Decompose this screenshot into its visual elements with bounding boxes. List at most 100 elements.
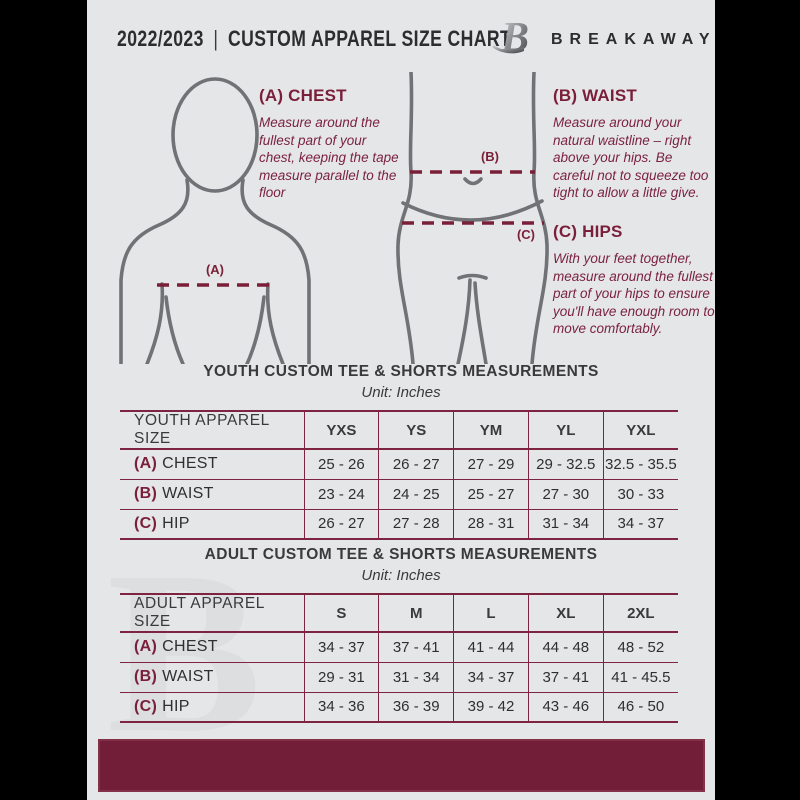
- value-cell: 26 - 27: [378, 449, 454, 479]
- table-row-youth-chest: (A) CHEST 25 - 26 26 - 27 27 - 29 29 - 32…: [120, 449, 678, 479]
- value-cell: 43 - 46: [527, 692, 604, 722]
- row-label: (C) HIP: [120, 509, 304, 539]
- value-cell: 31 - 34: [378, 662, 454, 692]
- value-cell: 41 - 45.5: [602, 662, 678, 692]
- row-label-text: CHEST: [162, 638, 218, 656]
- breakaway-logo-icon: B: [492, 15, 529, 60]
- logo-swoosh: [492, 45, 524, 54]
- value-cell: 25 - 27: [453, 479, 529, 509]
- size-chart-document: 2022/2023 | CUSTOM APPAREL SIZE CHART B BR…: [87, 0, 715, 800]
- table-row-adult-waist: (B) WAIST 29 - 31 31 - 34 34 - 37 37 - 41…: [120, 662, 678, 692]
- size-header-s: S: [303, 594, 379, 632]
- size-header-xl: XL: [527, 594, 604, 632]
- title-separator: |: [213, 26, 219, 51]
- hips-guide-heading: (C) HIPS: [553, 222, 623, 241]
- value-cell: 48 - 52: [602, 632, 678, 662]
- hip-marker-label: (C): [517, 227, 535, 242]
- adult-header-row: ADULT APPAREL SIZE S M L XL 2XL: [120, 594, 678, 632]
- value-cell: 34 - 36: [303, 692, 379, 722]
- row-label: (B) WAIST: [120, 479, 304, 509]
- row-label-text: HIP: [162, 697, 190, 715]
- brand-name: BREAKAWAY: [551, 31, 717, 48]
- value-cell: 30 - 33: [602, 479, 678, 509]
- value-cell: 25 - 26: [303, 449, 379, 479]
- row-prefix: (C): [134, 697, 158, 715]
- value-cell: 26 - 27: [303, 509, 379, 539]
- value-cell: 31 - 34: [527, 509, 604, 539]
- row-label: (B) WAIST: [120, 662, 304, 692]
- value-cell: 34 - 37: [453, 662, 529, 692]
- size-header-m: M: [378, 594, 454, 632]
- value-cell: 27 - 30: [527, 479, 604, 509]
- table-row-youth-waist: (B) WAIST 23 - 24 24 - 25 25 - 27 27 - 30…: [120, 479, 678, 509]
- size-header-ys: YS: [378, 411, 454, 449]
- value-cell: 23 - 24: [303, 479, 379, 509]
- table-row-adult-hip: (C) HIP 34 - 36 36 - 39 39 - 42 43 - 46 4…: [120, 692, 678, 722]
- table-row-adult-chest: (A) CHEST 34 - 37 37 - 41 41 - 44 44 - 48…: [120, 632, 678, 662]
- row-label-text: WAIST: [162, 485, 214, 502]
- youth-size-column-header: YOUTH APPAREL SIZE: [134, 412, 270, 447]
- row-label-text: WAIST: [162, 668, 214, 685]
- hips-guide-section: (C) HIPS With your feet together, measur…: [553, 222, 715, 338]
- youth-unit-label: Unit: Inches: [361, 384, 441, 401]
- size-header-l: L: [453, 594, 529, 632]
- size-header-2xl: 2XL: [602, 594, 678, 632]
- youth-size-table: YOUTH APPAREL SIZE YXS YS YM YL YXL (A) C…: [120, 410, 678, 540]
- waist-guide-text: Measure around your natural waistline – …: [553, 115, 709, 201]
- value-cell: 28 - 31: [453, 509, 529, 539]
- value-cell: 32.5 - 35.5: [602, 449, 678, 479]
- value-cell: 37 - 41: [527, 662, 604, 692]
- waist-marker-label: (B): [481, 149, 499, 164]
- row-label: (C) HIP: [120, 692, 304, 722]
- adult-size-table: ADULT APPAREL SIZE S M L XL 2XL (A) CHEST…: [120, 593, 678, 723]
- season-label: 2022/2023: [117, 26, 204, 51]
- waist-guide-section: (B) WAIST Measure around your natural wa…: [553, 86, 711, 202]
- row-label: (A) CHEST: [120, 632, 304, 662]
- row-prefix: (C): [134, 514, 158, 532]
- logo-letter: B: [500, 15, 529, 60]
- value-cell: 24 - 25: [378, 479, 454, 509]
- hips-diagram: (B) (C): [396, 72, 549, 364]
- chest-guide-heading: (A) CHEST: [259, 86, 347, 105]
- chest-guide-text: Measure around the fullest part of your …: [259, 115, 399, 201]
- value-cell: 36 - 39: [378, 692, 454, 722]
- size-header-yxs: YXS: [303, 411, 379, 449]
- value-cell: 46 - 50: [602, 692, 678, 722]
- title-text: CUSTOM APPAREL SIZE CHART: [227, 26, 512, 51]
- waist-guide-heading: (B) WAIST: [553, 86, 637, 105]
- row-prefix: (B): [134, 668, 158, 685]
- hips-guide-text: With your feet together, measure around …: [553, 251, 715, 337]
- row-prefix: (B): [134, 485, 158, 502]
- value-cell: 27 - 28: [378, 509, 454, 539]
- value-cell: 41 - 44: [453, 632, 529, 662]
- brand-lockup: B BREAKAWAY: [489, 14, 717, 60]
- adult-size-column-header: ADULT APPAREL SIZE: [134, 595, 265, 630]
- row-prefix: (A): [134, 638, 158, 656]
- value-cell: 39 - 42: [453, 692, 529, 722]
- adult-unit-label: Unit: Inches: [361, 567, 441, 584]
- value-cell: 34 - 37: [602, 509, 678, 539]
- row-prefix: (A): [134, 455, 158, 473]
- youth-table-title: YOUTH CUSTOM TEE & SHORTS MEASUREMENTS: [203, 363, 599, 380]
- size-header-yxl: YXL: [602, 411, 678, 449]
- footer-bar: [98, 739, 705, 792]
- table-row-youth-hip: (C) HIP 26 - 27 27 - 28 28 - 31 31 - 34 3…: [120, 509, 678, 539]
- adult-table-title: ADULT CUSTOM TEE & SHORTS MEASUREMENTS: [204, 546, 598, 563]
- size-header-ym: YM: [453, 411, 529, 449]
- chest-marker-label: (A): [206, 262, 224, 277]
- row-label-text: HIP: [162, 514, 190, 532]
- youth-header-row: YOUTH APPAREL SIZE YXS YS YM YL YXL: [120, 411, 678, 449]
- value-cell: 44 - 48: [527, 632, 604, 662]
- value-cell: 29 - 32.5: [527, 449, 604, 479]
- row-label: (A) CHEST: [120, 449, 304, 479]
- value-cell: 34 - 37: [303, 632, 379, 662]
- value-cell: 27 - 29: [453, 449, 529, 479]
- torso-diagram: (A): [119, 77, 311, 364]
- row-label-text: CHEST: [162, 455, 218, 473]
- size-header-yl: YL: [527, 411, 604, 449]
- value-cell: 37 - 41: [378, 632, 454, 662]
- page-title: 2022/2023 | CUSTOM APPAREL SIZE CHART: [117, 26, 511, 52]
- chest-guide-section: (A) CHEST Measure around the fullest par…: [259, 86, 403, 202]
- value-cell: 29 - 31: [303, 662, 379, 692]
